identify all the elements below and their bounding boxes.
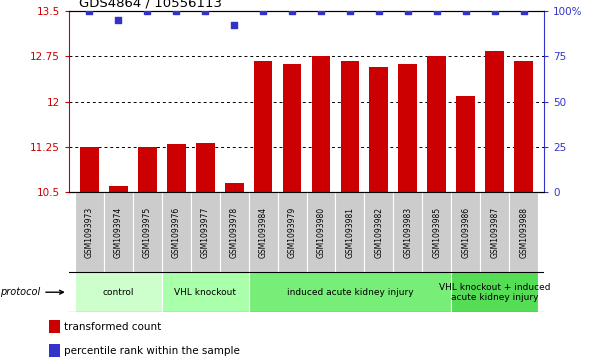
Bar bbox=[398, 64, 417, 192]
Text: control: control bbox=[103, 288, 134, 297]
Bar bbox=[162, 272, 249, 312]
Text: GSM1093975: GSM1093975 bbox=[143, 207, 152, 258]
Text: GSM1093973: GSM1093973 bbox=[85, 207, 94, 258]
Bar bbox=[307, 192, 335, 272]
Bar bbox=[167, 144, 186, 192]
Bar bbox=[49, 320, 60, 333]
Bar bbox=[162, 192, 191, 272]
Point bbox=[230, 23, 239, 28]
Text: VHL knockout: VHL knockout bbox=[174, 288, 236, 297]
Bar bbox=[75, 272, 162, 312]
Bar bbox=[341, 61, 359, 192]
Bar bbox=[394, 192, 423, 272]
Bar bbox=[219, 192, 249, 272]
Bar bbox=[335, 192, 364, 272]
Point bbox=[258, 8, 268, 14]
Bar bbox=[109, 186, 128, 192]
Point bbox=[85, 8, 94, 14]
Text: GSM1093986: GSM1093986 bbox=[461, 207, 470, 258]
Point bbox=[345, 8, 355, 14]
Bar bbox=[451, 272, 538, 312]
Text: GSM1093980: GSM1093980 bbox=[317, 207, 326, 258]
Bar bbox=[138, 147, 157, 192]
Bar bbox=[514, 61, 533, 192]
Bar bbox=[80, 147, 99, 192]
Bar bbox=[49, 344, 60, 357]
Bar bbox=[364, 192, 394, 272]
Text: GSM1093979: GSM1093979 bbox=[287, 207, 296, 258]
Point bbox=[490, 8, 499, 14]
Bar bbox=[451, 192, 480, 272]
Point bbox=[316, 8, 326, 14]
Bar bbox=[370, 67, 388, 192]
Point bbox=[432, 8, 442, 14]
Text: GSM1093974: GSM1093974 bbox=[114, 207, 123, 258]
Bar bbox=[225, 183, 243, 192]
Point bbox=[171, 8, 181, 14]
Text: GSM1093984: GSM1093984 bbox=[258, 207, 267, 258]
Text: GSM1093987: GSM1093987 bbox=[490, 207, 499, 258]
Bar bbox=[196, 143, 215, 192]
Bar bbox=[249, 192, 278, 272]
Text: GSM1093988: GSM1093988 bbox=[519, 207, 528, 258]
Text: GSM1093977: GSM1093977 bbox=[201, 207, 210, 258]
Text: GSM1093978: GSM1093978 bbox=[230, 207, 239, 258]
Point bbox=[287, 8, 297, 14]
Bar bbox=[423, 192, 451, 272]
Point bbox=[461, 8, 471, 14]
Text: GSM1093982: GSM1093982 bbox=[374, 207, 383, 258]
Bar bbox=[249, 272, 451, 312]
Bar bbox=[485, 52, 504, 192]
Bar bbox=[282, 64, 302, 192]
Bar bbox=[104, 192, 133, 272]
Point bbox=[519, 8, 528, 14]
Text: transformed count: transformed count bbox=[64, 322, 162, 332]
Point bbox=[200, 8, 210, 14]
Bar bbox=[75, 192, 104, 272]
Text: percentile rank within the sample: percentile rank within the sample bbox=[64, 346, 240, 356]
Bar bbox=[456, 95, 475, 192]
Point bbox=[374, 8, 383, 14]
Text: protocol: protocol bbox=[0, 287, 63, 297]
Bar bbox=[254, 61, 272, 192]
Bar bbox=[480, 192, 509, 272]
Text: GSM1093981: GSM1093981 bbox=[346, 207, 355, 258]
Bar bbox=[191, 192, 219, 272]
Text: VHL knockout + induced
acute kidney injury: VHL knockout + induced acute kidney inju… bbox=[439, 282, 551, 302]
Bar bbox=[311, 56, 331, 192]
Bar bbox=[509, 192, 538, 272]
Bar bbox=[278, 192, 307, 272]
Point bbox=[114, 17, 123, 23]
Point bbox=[403, 8, 413, 14]
Text: GSM1093983: GSM1093983 bbox=[403, 207, 412, 258]
Bar bbox=[133, 192, 162, 272]
Text: induced acute kidney injury: induced acute kidney injury bbox=[287, 288, 413, 297]
Text: GSM1093976: GSM1093976 bbox=[172, 207, 181, 258]
Bar bbox=[427, 56, 446, 192]
Text: GSM1093985: GSM1093985 bbox=[432, 207, 441, 258]
Point bbox=[142, 8, 152, 14]
Text: GDS4864 / 10556113: GDS4864 / 10556113 bbox=[79, 0, 222, 10]
